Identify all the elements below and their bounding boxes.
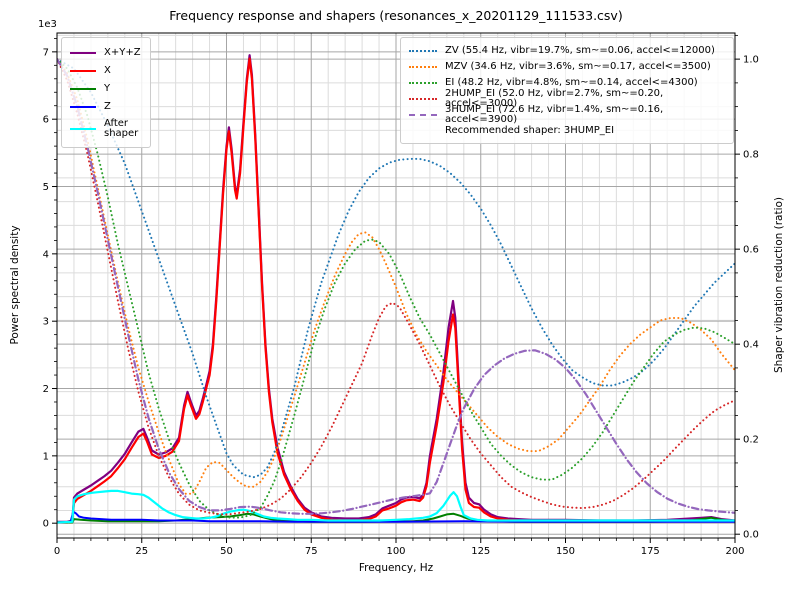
legend-item-label: X <box>104 65 111 76</box>
line-sample-xyz-icon <box>70 52 96 54</box>
legend-item-3hump-ei: 3HUMP_EI (72.6 Hz, vibr=1.4%, sm~=0.16, … <box>409 104 725 125</box>
legend-item-label: EI (48.2 Hz, vibr=4.8%, sm~=0.14, accel<… <box>445 77 698 88</box>
y-right-axis-label: Shaper vibration reduction (ratio) <box>773 196 785 374</box>
legend-item-label: Z <box>104 101 111 112</box>
x-tick-label: 200 <box>725 546 744 557</box>
line-sample-z-icon <box>70 106 96 108</box>
legend-item-label: ZV (55.4 Hz, vibr=19.7%, sm~=0.06, accel… <box>445 45 715 56</box>
y-left-tick-label: 4 <box>43 249 49 260</box>
y-left-tick-label: 3 <box>43 317 49 328</box>
line-sample-zv-icon <box>409 50 437 52</box>
recommended-shaper-note: Recommended shaper: 3HUMP_EI <box>445 125 615 136</box>
y-left-axis-label: Power spectral density <box>9 225 21 345</box>
psd-scale-offset-label: 1e3 <box>38 19 57 30</box>
line-sample-after-shaper-icon <box>70 128 96 130</box>
x-tick-label: 0 <box>54 546 60 557</box>
x-tick-label: 125 <box>471 546 490 557</box>
series-after_shaper-line <box>57 489 735 524</box>
legend-item-label: 3HUMP_EI (72.6 Hz, vibr=1.4%, sm~=0.16, … <box>445 104 664 125</box>
legend-item-zv: ZV (55.4 Hz, vibr=19.7%, sm~=0.06, accel… <box>409 43 725 59</box>
x-tick-label: 50 <box>220 546 233 557</box>
y-right-tick-label: 0.8 <box>743 150 759 161</box>
plot-title: Frequency response and shapers (resonanc… <box>169 8 623 23</box>
recommended-shaper-note-row: Recommended shaper: 3HUMP_EI <box>409 123 725 139</box>
y-right-tick-label: 0.4 <box>743 340 759 351</box>
series-z-line <box>57 510 735 524</box>
legend-item-label: After shaper <box>104 118 139 139</box>
line-sample-y-icon <box>70 88 96 90</box>
legend-item-x: X <box>70 62 141 80</box>
legend-item-label: Y <box>104 83 111 94</box>
legend-item-after-shaper: After shaper <box>70 116 141 142</box>
x-tick-label: 150 <box>556 546 575 557</box>
legend-item-z: Z <box>70 98 141 116</box>
x-axis-label: Frequency, Hz <box>358 562 434 574</box>
legend-item-label: 2HUMP_EI (52.0 Hz, vibr=2.7%, sm~=0.20, … <box>445 88 664 109</box>
y-left-tick-label: 6 <box>43 115 49 126</box>
legend-item-y: Y <box>70 80 141 98</box>
line-sample-3hump-ei-icon <box>409 114 437 116</box>
y-left-tick-label: 5 <box>43 182 49 193</box>
x-tick-label: 100 <box>386 546 405 557</box>
x-tick-label: 175 <box>641 546 660 557</box>
line-sample-ei-icon <box>409 82 437 84</box>
line-sample-mzv-icon <box>409 66 437 68</box>
y-left-tick-label: 2 <box>43 384 49 395</box>
legend-item-mzv: MZV (34.6 Hz, vibr=3.6%, sm~=0.17, accel… <box>409 59 725 75</box>
legend-shapers: ZV (55.4 Hz, vibr=19.7%, sm~=0.06, accel… <box>400 37 734 144</box>
legend-item-label: X+Y+Z <box>104 47 141 58</box>
legend-item-2hump-ei: 2HUMP_EI (52.0 Hz, vibr=2.7%, sm~=0.20, … <box>409 88 725 109</box>
legend-item-ei: EI (48.2 Hz, vibr=4.8%, sm~=0.14, accel<… <box>409 75 725 91</box>
y-left-tick-label: 7 <box>43 47 49 58</box>
y-left-tick-label: 0 <box>43 519 49 530</box>
series-mzv-line <box>57 58 735 495</box>
legend-item-label: MZV (34.6 Hz, vibr=3.6%, sm~=0.17, accel… <box>445 61 711 72</box>
line-sample-2hump-ei-icon <box>409 98 437 100</box>
series-zv-line <box>57 58 735 479</box>
y-right-tick-label: 0.6 <box>743 245 759 256</box>
x-tick-label: 75 <box>305 546 318 557</box>
y-right-tick-label: 0.0 <box>743 530 759 541</box>
legend-psd: X+Y+Z X Y Z After shaper <box>61 37 151 148</box>
legend-item-xyz: X+Y+Z <box>70 44 141 62</box>
y-left-tick-label: 1 <box>43 451 49 462</box>
x-tick-label: 25 <box>135 546 148 557</box>
y-right-tick-label: 1.0 <box>743 55 759 66</box>
line-sample-x-icon <box>70 70 96 72</box>
y-right-tick-label: 0.2 <box>743 435 759 446</box>
series-x-line <box>57 57 735 524</box>
series-ei-line <box>57 58 735 519</box>
series-3hump_ei-line <box>57 57 735 515</box>
